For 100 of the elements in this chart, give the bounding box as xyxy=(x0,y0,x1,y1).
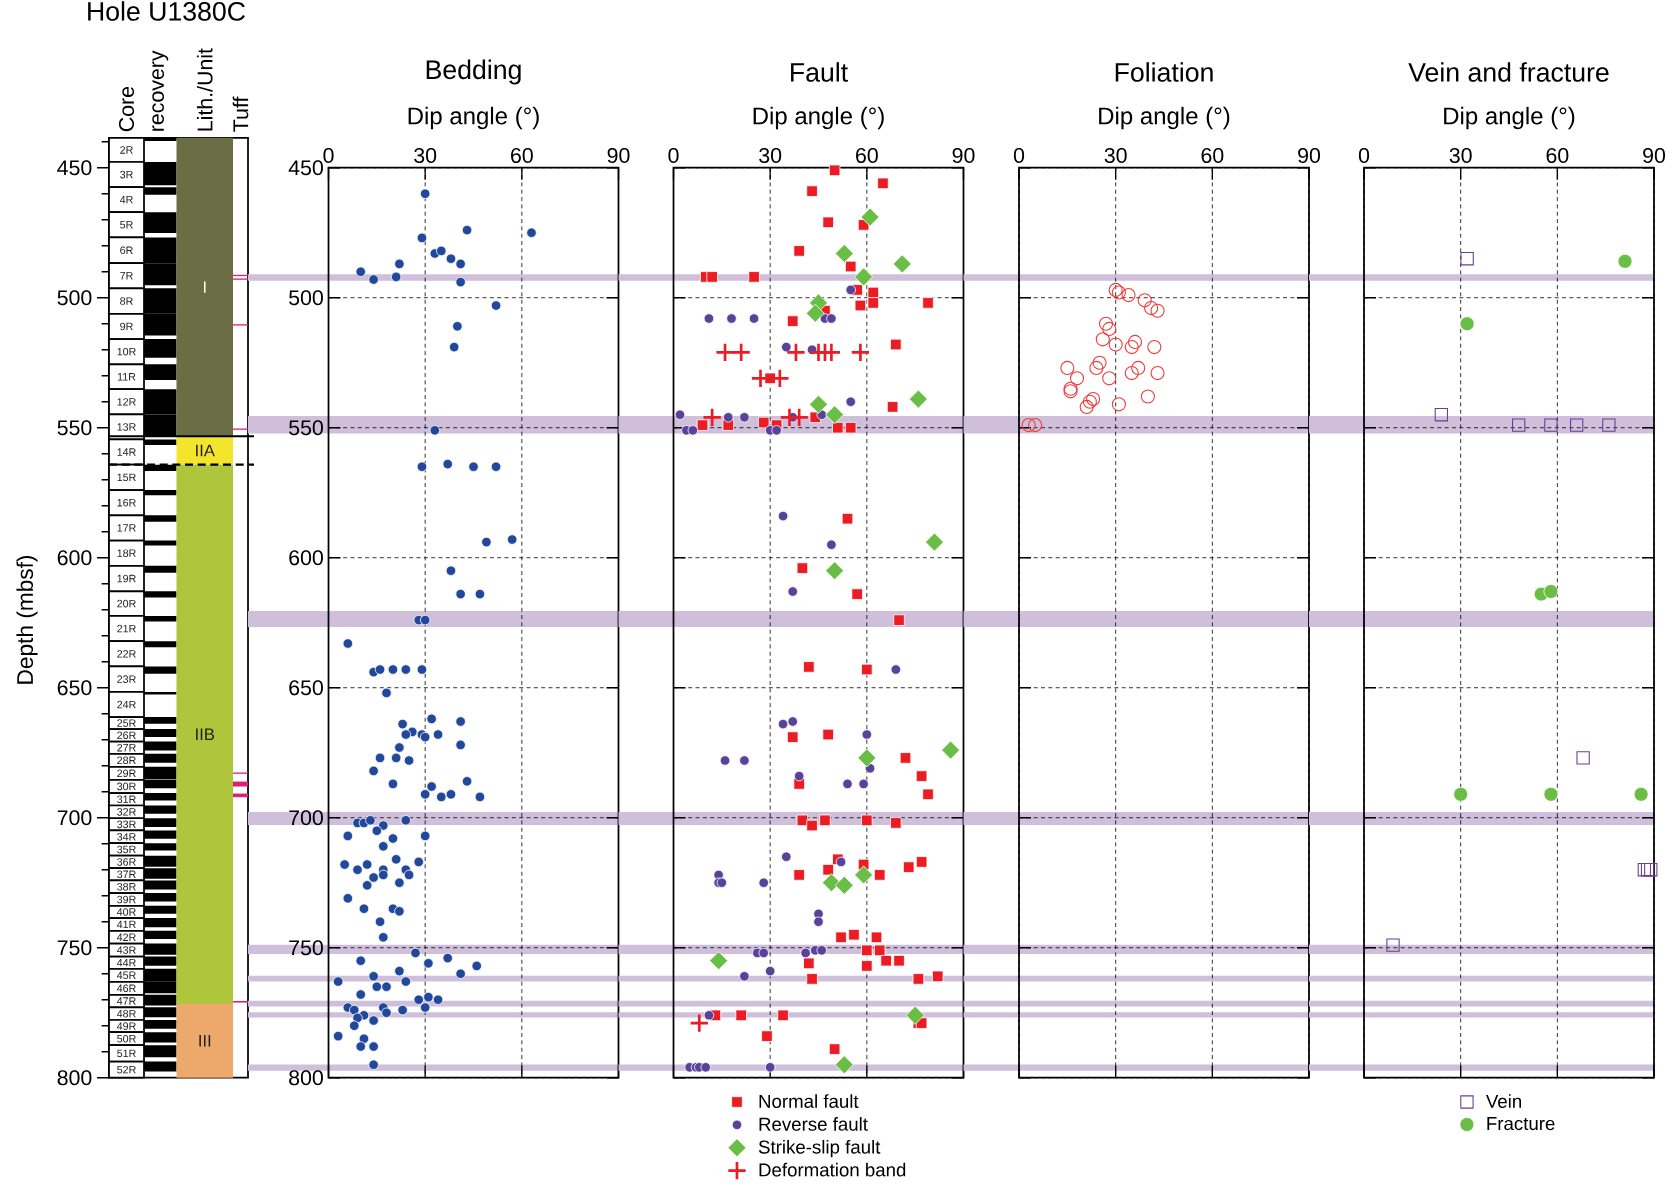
point xyxy=(816,945,827,956)
point xyxy=(834,875,854,895)
annotation: 7R xyxy=(120,272,133,280)
point xyxy=(861,729,873,740)
annotation: 9R xyxy=(120,322,133,331)
bar xyxy=(176,464,233,1004)
annotation: 15R xyxy=(117,473,136,482)
point xyxy=(857,748,877,768)
annotation: 26R xyxy=(117,731,136,740)
annotation: 5R xyxy=(120,221,133,229)
annotation: 45R xyxy=(116,971,136,980)
point xyxy=(1102,321,1117,336)
point xyxy=(813,916,824,927)
point xyxy=(1028,418,1043,433)
point xyxy=(715,342,736,363)
y-tick-label: 750 xyxy=(289,940,323,956)
point xyxy=(764,1062,776,1073)
point xyxy=(1131,360,1146,375)
point xyxy=(1108,337,1123,352)
point xyxy=(687,425,699,436)
y-tick-label: 800 xyxy=(289,1070,323,1086)
y-tick-label: 600 xyxy=(289,550,323,566)
annotation: 10R xyxy=(117,347,136,356)
legend-label: Strike-slip fault xyxy=(758,1139,881,1158)
point xyxy=(748,313,760,324)
point xyxy=(702,407,723,428)
annotation: 16R xyxy=(117,498,136,507)
chart-title: Bedding xyxy=(426,59,521,85)
annotation: 4R xyxy=(119,196,133,204)
annotation: 47R xyxy=(116,997,136,1005)
chart-title: Foliation xyxy=(1115,62,1213,82)
point xyxy=(674,409,686,420)
point xyxy=(825,561,845,581)
annotation: 38R xyxy=(117,882,136,891)
point xyxy=(825,405,845,425)
annotation: 39R xyxy=(117,895,136,904)
point xyxy=(1147,340,1162,355)
annotation: 21R xyxy=(117,624,136,633)
point xyxy=(785,342,806,363)
bar xyxy=(176,1003,233,1078)
x-axis-title: Dip angle (°) xyxy=(753,106,884,130)
point xyxy=(787,716,798,727)
point xyxy=(1150,366,1165,381)
annotation: 46R xyxy=(116,984,136,993)
annotation: 37R xyxy=(117,870,136,879)
y-tick-label: 800 xyxy=(57,1070,92,1086)
point xyxy=(1089,360,1104,375)
point xyxy=(1144,301,1159,316)
annotation: 27R xyxy=(117,743,136,752)
y-axis-title: Depth (mbsf) xyxy=(16,555,38,684)
annotation: 25R xyxy=(117,719,136,727)
annotation: 44R xyxy=(116,959,136,967)
annotation: 30R xyxy=(117,782,136,791)
point xyxy=(826,313,837,324)
annotation: 42R xyxy=(116,933,136,941)
point xyxy=(890,664,902,675)
point xyxy=(925,532,944,552)
point xyxy=(739,412,750,423)
point xyxy=(1602,418,1616,432)
x-tick-label: 0 xyxy=(668,147,679,164)
point xyxy=(834,244,854,263)
x-tick-label: Tuff xyxy=(232,96,249,132)
annotation: 35R xyxy=(117,845,136,854)
point xyxy=(726,313,737,324)
point xyxy=(787,586,798,597)
annotation: 23R xyxy=(117,675,136,683)
x-tick-label: 0 xyxy=(323,147,334,164)
annotation: 2R xyxy=(120,146,133,154)
point xyxy=(1086,392,1101,407)
point xyxy=(1570,418,1584,432)
point xyxy=(1092,355,1107,370)
y-tick-label: 500 xyxy=(57,290,92,306)
point xyxy=(758,947,769,959)
annotation: 51R xyxy=(117,1049,136,1058)
point xyxy=(1644,863,1658,877)
point xyxy=(758,877,769,888)
chart-title: Hole U1380C xyxy=(88,1,245,21)
y-tick-label: 550 xyxy=(57,420,92,436)
annotation: 49R xyxy=(116,1022,136,1030)
point xyxy=(1140,389,1155,404)
point xyxy=(1386,938,1400,952)
point xyxy=(1124,366,1139,381)
series-label: IIA xyxy=(196,444,215,457)
x-tick-label: Core xyxy=(118,86,135,132)
point xyxy=(854,267,874,287)
point xyxy=(1098,316,1114,331)
y-tick-label: 650 xyxy=(57,680,92,696)
point xyxy=(1617,253,1633,269)
x-axis-title: Dip angle (°) xyxy=(1444,106,1575,130)
annotation: 14R xyxy=(117,448,136,456)
point xyxy=(1121,288,1136,303)
point xyxy=(1576,751,1590,765)
bar xyxy=(233,781,249,787)
point xyxy=(1459,316,1475,332)
annotation: 43R xyxy=(116,946,136,954)
y-tick-label: 750 xyxy=(57,940,92,956)
chart-title: Fault xyxy=(791,62,848,82)
annotation: 48R xyxy=(116,1009,136,1018)
point xyxy=(731,342,752,363)
point xyxy=(1434,408,1449,422)
